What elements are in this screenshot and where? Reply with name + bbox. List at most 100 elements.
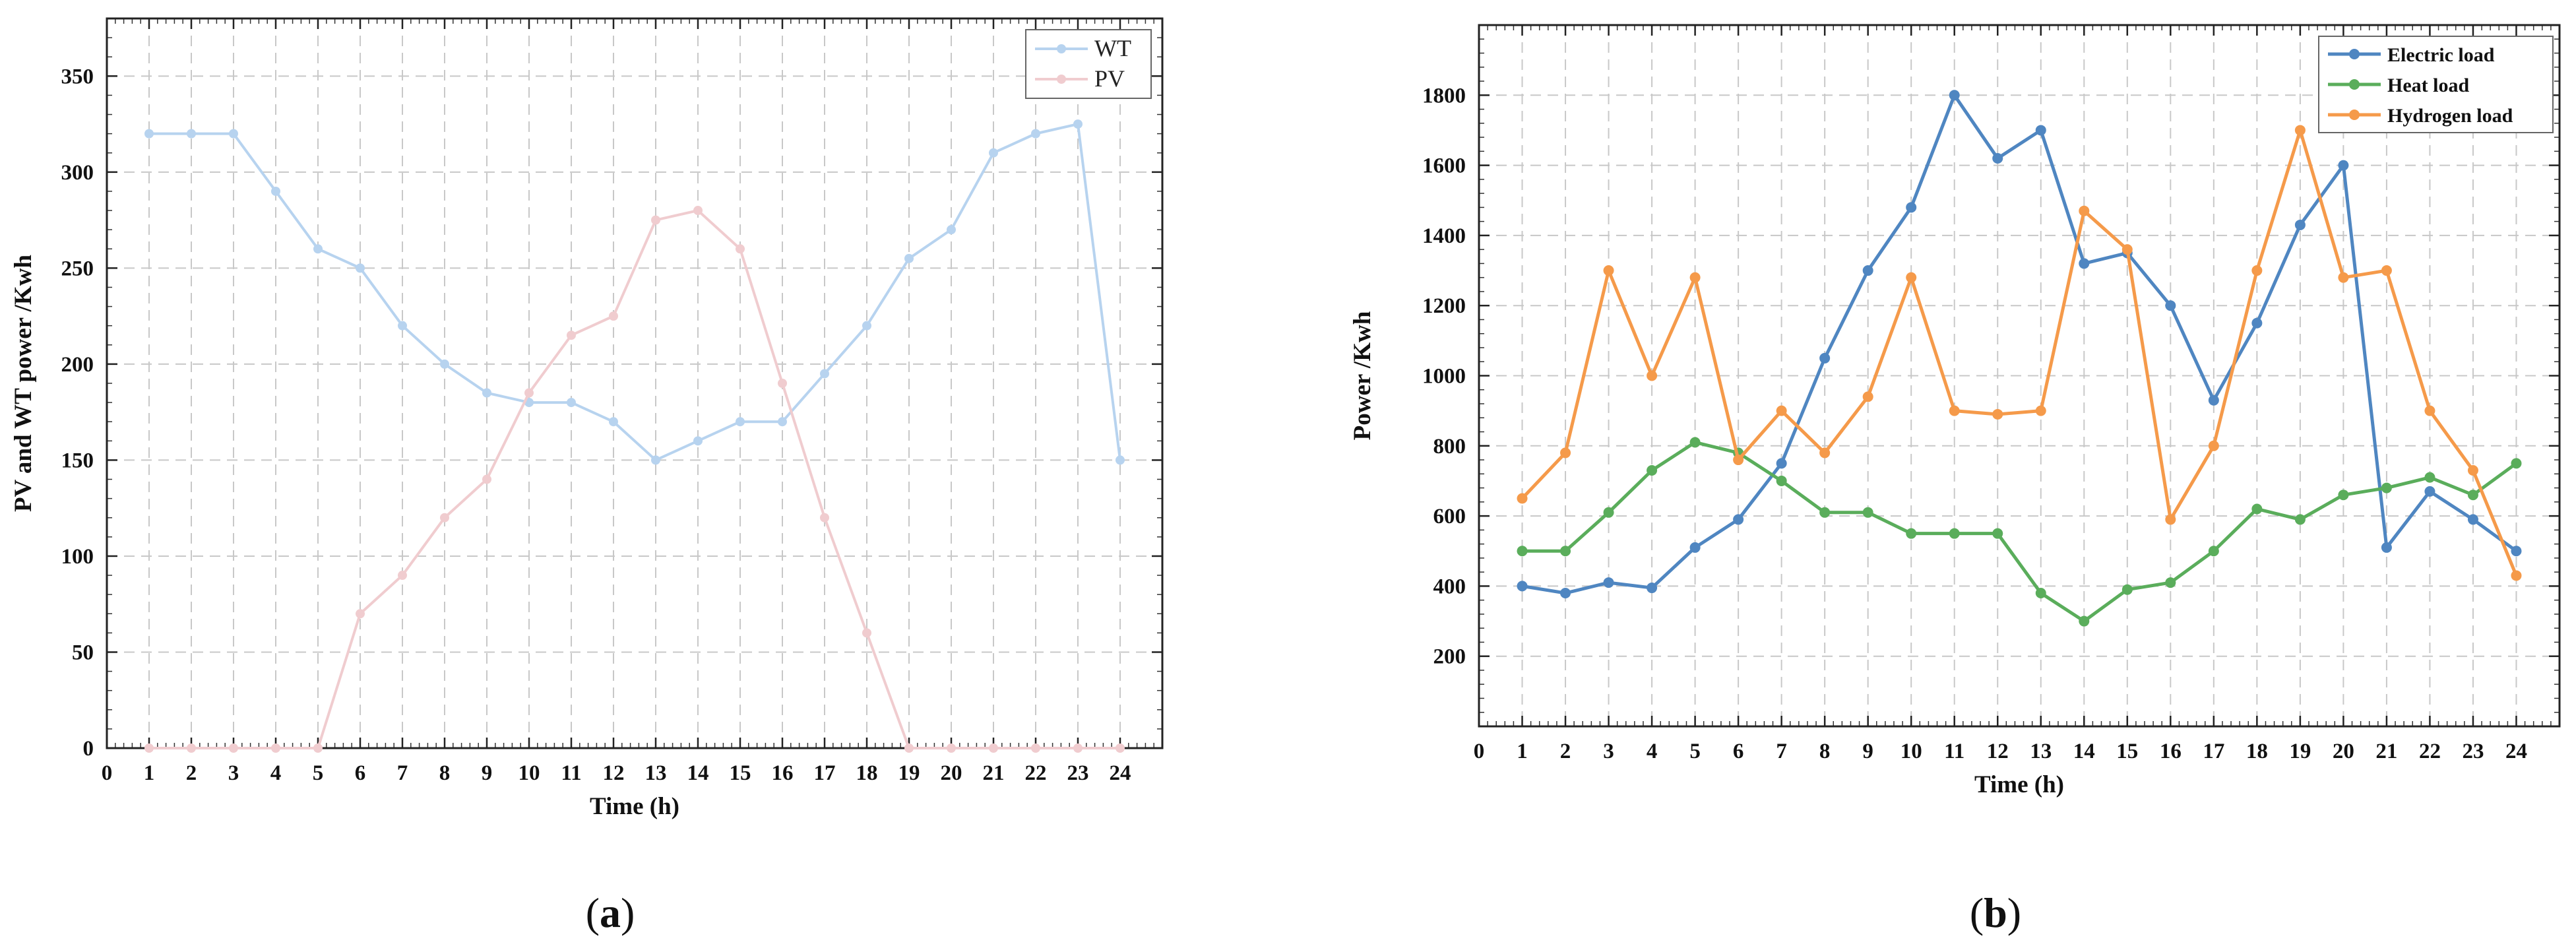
series-0-point <box>398 321 407 331</box>
series-0-point <box>2338 160 2349 171</box>
x-tick-label: 21 <box>2375 740 2397 763</box>
legend-label: Heat load <box>2387 75 2469 96</box>
series-2-point <box>1906 272 1917 283</box>
x-tick-label: 17 <box>2203 740 2224 763</box>
x-tick-label: 15 <box>2116 740 2138 763</box>
series-1-point <box>2511 458 2522 469</box>
x-tick-label: 13 <box>2030 740 2052 763</box>
caption-a: (a) <box>586 889 635 936</box>
series-1-point <box>609 311 618 321</box>
series-2-point <box>2165 514 2176 525</box>
y-tick-label: 100 <box>61 545 94 569</box>
x-tick-label: 3 <box>1603 740 1614 763</box>
series-1-point <box>567 331 576 340</box>
series-0-point <box>1031 129 1040 139</box>
x-tick-label: 6 <box>355 761 366 785</box>
legend-label: WT <box>1094 35 1131 61</box>
series-1-point <box>1115 744 1125 753</box>
chart-b: 0 1 2 3 4 5 6 7 8 9 10 11 12 13 14 15 16 17 18 19 20 21 22 23 24… <box>1349 24 2561 798</box>
series-2-point <box>2294 125 2306 136</box>
series-1-point <box>2208 546 2219 557</box>
series-1-point <box>1647 465 1658 476</box>
series-2-point <box>2208 440 2219 451</box>
x-tick-label: 19 <box>2289 740 2311 763</box>
series-2-point <box>2121 244 2133 255</box>
plot-area <box>107 18 1162 748</box>
series-1-point <box>1992 528 2003 539</box>
series-1-point <box>524 388 534 398</box>
series-0-point <box>229 129 238 139</box>
series-1-point <box>2035 588 2046 599</box>
x-tick-label: 3 <box>228 761 239 785</box>
series-line-1 <box>1522 440 2517 623</box>
series-0-point <box>1647 583 1658 594</box>
x-tick-label: 19 <box>898 761 920 785</box>
plot-frame <box>106 17 1164 749</box>
series-1-point <box>2251 503 2263 515</box>
series-1-point <box>398 571 407 581</box>
x-tick-label: 18 <box>2246 740 2268 763</box>
x-tick-label: 9 <box>1862 740 1873 763</box>
series-0-point <box>2035 125 2046 136</box>
y-axis-title: PV and WT power /Kwh <box>10 255 37 512</box>
y-tick-label: 1800 <box>1422 84 1466 108</box>
series-1-point <box>1906 528 1917 539</box>
series-1-point <box>144 744 154 753</box>
series-2-point <box>2035 405 2046 416</box>
series-1-point <box>2424 472 2435 483</box>
series-0-point <box>2251 317 2263 329</box>
x-tick-label: 1 <box>1517 740 1528 763</box>
legend-box <box>1025 29 1152 99</box>
x-tick-label: 7 <box>1776 740 1787 763</box>
x-tick-label: 14 <box>2073 740 2095 763</box>
legend-marker <box>2349 110 2360 120</box>
series-0-point <box>1906 202 1917 213</box>
x-tick-label: 4 <box>1647 740 1658 763</box>
series-line-0 <box>149 123 1121 462</box>
series-2-point <box>2511 570 2522 581</box>
series-1-point <box>1819 507 1831 518</box>
plot-frame <box>1478 24 2561 728</box>
series-0-point <box>2424 486 2435 497</box>
series-2-point <box>1862 391 1873 402</box>
series-1-point <box>2381 482 2392 493</box>
series-1-point <box>736 244 745 254</box>
series-1-point <box>2467 490 2478 501</box>
series-1-point <box>1603 507 1614 518</box>
legend-label: Hydrogen load <box>2387 105 2513 127</box>
series-1-point <box>1073 744 1083 753</box>
series-1-point <box>1031 744 1040 753</box>
series-1-point <box>947 744 956 753</box>
x-tick-label: 12 <box>1987 740 2009 763</box>
x-tick-label: 16 <box>772 761 794 785</box>
series-1-point <box>2121 584 2133 595</box>
x-tick-label: 20 <box>941 761 962 785</box>
series-0-point <box>356 263 365 273</box>
series-2-point <box>1949 405 1960 416</box>
series-2-point <box>1733 455 1744 466</box>
series-0-point <box>2511 546 2522 557</box>
y-tick-label: 50 <box>72 641 94 664</box>
x-tick-label: 17 <box>814 761 836 785</box>
series-line-1 <box>149 209 1120 749</box>
series-0-point <box>2381 542 2392 553</box>
series-1-point <box>989 744 998 753</box>
series-0-point <box>1115 455 1125 465</box>
legend-marker <box>1057 44 1066 53</box>
series-0-point <box>187 129 196 139</box>
series-1-point <box>1689 437 1701 448</box>
series-0-point <box>2467 514 2478 525</box>
x-tick-label: 10 <box>518 761 540 785</box>
x-tick-label: 13 <box>645 761 667 785</box>
y-tick-label: 1000 <box>1422 365 1466 389</box>
series-0-point <box>609 417 618 427</box>
y-axis-title: Power /Kwh <box>1349 311 1376 440</box>
series-0-point <box>693 436 703 446</box>
x-tick-label: 22 <box>1025 761 1047 785</box>
x-tick-label: 2 <box>186 761 197 785</box>
x-tick-label: 20 <box>2333 740 2354 763</box>
legend-label: PV <box>1094 65 1125 92</box>
series-0-point <box>1560 588 1571 599</box>
series-0-point <box>947 225 956 235</box>
